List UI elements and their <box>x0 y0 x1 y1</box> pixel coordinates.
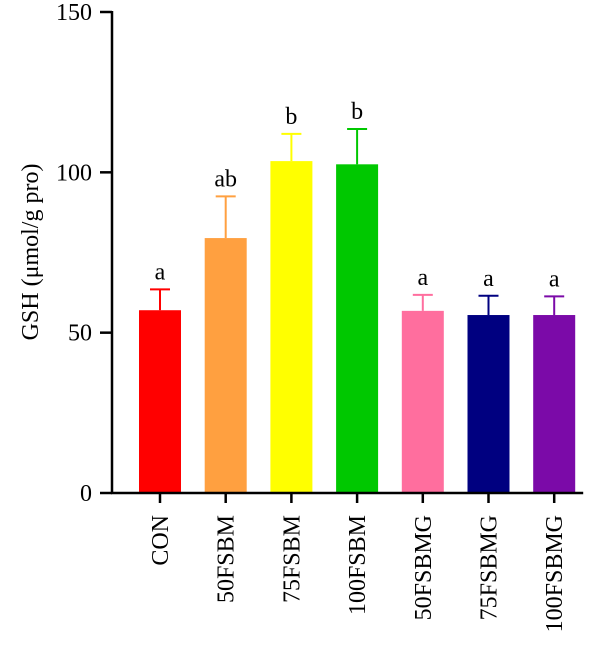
y-tick-label: 50 <box>68 321 92 347</box>
y-axis: 0 50 100 150 <box>56 0 114 507</box>
bar <box>270 161 313 494</box>
x-axis: CON 50FSBM 75FSBM 100FSBM 50FSBMG 75FSBMG 100F… <box>111 491 584 632</box>
bars: a ab b b a a a <box>139 99 576 494</box>
significance-label: a <box>155 259 166 285</box>
x-tick-label: 75FSBM <box>279 515 305 603</box>
bar <box>204 238 247 493</box>
bar <box>336 164 379 494</box>
x-tick-label: 75FSBMG <box>477 515 503 620</box>
x-tick-label: 50FSBM <box>214 515 240 603</box>
bar <box>467 315 510 493</box>
significance-label: a <box>417 265 428 291</box>
y-tick-label: 0 <box>80 481 92 507</box>
significance-label: ab <box>214 166 237 192</box>
x-tick-label: 100FSBM <box>345 515 371 615</box>
x-tick-label: CON <box>148 515 174 566</box>
y-tick-label: 100 <box>56 160 92 186</box>
bar <box>533 315 576 493</box>
significance-label: b <box>285 104 297 130</box>
bar <box>401 310 444 493</box>
x-tick-label: 50FSBMG <box>411 515 437 620</box>
x-tick-label: 100FSBMG <box>542 515 568 632</box>
significance-label: a <box>549 266 560 292</box>
significance-label: b <box>351 99 363 125</box>
significance-label: a <box>483 266 494 292</box>
y-tick-label: 150 <box>56 0 92 26</box>
y-axis-title: GSH (μmol/g pro) <box>18 164 44 341</box>
bar <box>139 310 181 493</box>
